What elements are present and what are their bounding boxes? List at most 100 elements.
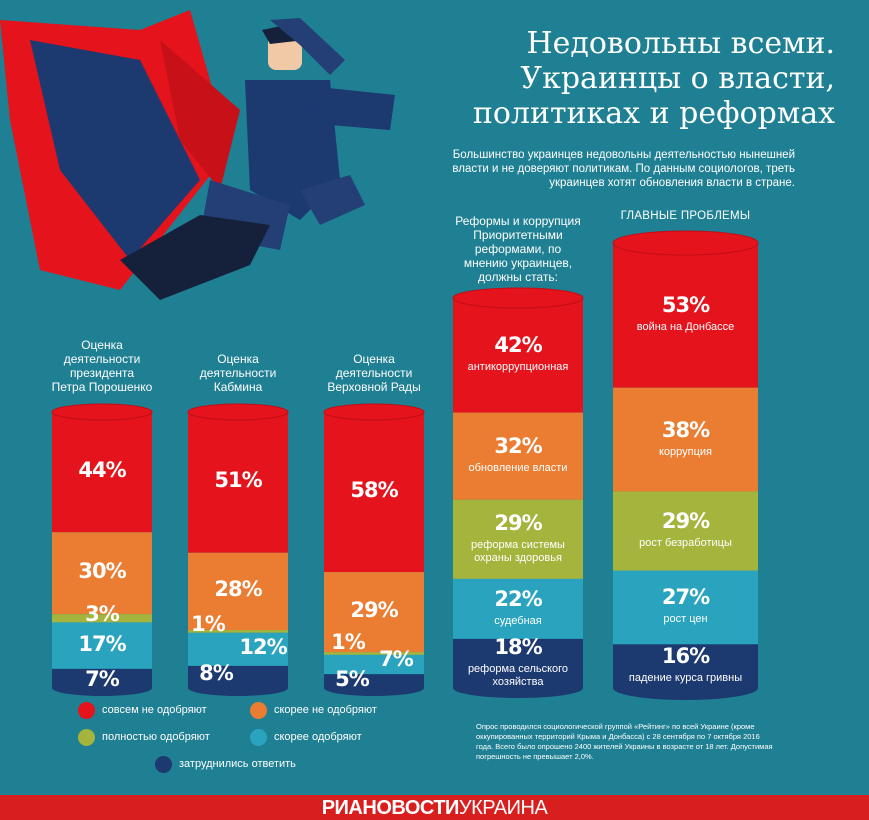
lead-line: украинцев хотят обновления власти в стра… [549,177,795,189]
chart-title: Оценка деятельности президента Петра Пороше… [32,338,172,394]
bar-segment-teal [52,622,152,669]
data-label: 32% [494,434,542,459]
category-label-line: рост безработицы [639,537,732,550]
page-title: Недовольны всеми. Украинцы о власти, пол… [430,26,835,131]
chart-title: Оценка деятельности Верховной Рады [314,352,434,394]
data-label: 29% [661,509,710,534]
brand-light: УКРАИНА [458,797,548,819]
chart-title-line: ГЛАВНЫЕ ПРОБЛЕМЫ [620,210,751,222]
note-line: Опрос проводился социологической группой… [476,722,755,731]
cylinder-top [452,287,584,309]
chart-3 [323,403,425,696]
category-label-line: антикоррупционная [467,361,569,374]
bar-segment-green [188,630,288,633]
legend-label: совсем не одобряют [102,704,207,716]
chart-title-line: реформами, по [474,242,562,256]
category-label: война на Донбассе [611,321,761,334]
chart-title-line: Оценка [217,352,259,366]
cylinder-top [323,403,425,421]
bar-segment-orange [188,552,288,631]
survey-note: Опрос проводился социологической группой… [476,722,816,762]
note-line: погрешность не превышает 2,0%. [476,752,594,761]
bar-segment-red [52,412,152,533]
cylinder-bottom [453,678,583,698]
chart-title-line: Верховной Рады [327,380,421,394]
bar-segment-red [453,298,583,413]
data-label: 7% [85,666,120,691]
bar-segment-red [188,412,288,553]
legend-swatch-navy [155,756,172,773]
title-line: Украинцы о власти, [520,61,835,96]
data-label: 29% [350,598,398,623]
data-label: 38% [661,417,710,442]
title-line: Недовольны всеми. [526,26,835,61]
chart-title-line: президента [69,366,135,380]
bar-segment-teal [613,570,758,645]
data-label: 18% [494,635,542,660]
brand-logo: РИАНОВОСТИУКРАИНА [0,797,869,820]
lead-text: Большинство украинцев недовольны деятель… [415,148,795,190]
brand-bold: РИАНОВОСТИ [321,797,460,819]
footer-band [0,795,869,820]
category-label-line: реформа сельского [467,663,569,676]
data-label: 42% [494,333,542,358]
data-label: 12% [239,635,287,660]
data-label: 5% [335,667,370,692]
bar-segment-orange [613,387,758,492]
chart-1 [51,403,153,696]
data-label: 1% [331,630,366,655]
category-label: рост цен [611,613,761,626]
data-label: 1% [191,612,226,637]
data-label: 17% [78,631,126,656]
legend-label: скорее одобряют [274,731,362,743]
chart-title-line: Реформы и коррупция [455,214,581,228]
legend-swatch-orange [250,702,267,719]
cylinder-bottom [188,680,288,696]
chart-title-line: мнению украинцев, [463,256,573,270]
data-label: 30% [78,559,126,584]
category-label: реформа сельского хозяйства [443,663,593,689]
chart-5 [612,230,759,700]
data-label: 8% [199,660,234,685]
bar-segment-teal [324,654,424,675]
data-label: 16% [661,644,710,669]
lead-line: власти и не доверяют политикам. По данны… [452,163,795,175]
category-label: судебная [443,615,593,628]
note-line: года. Всего было опрошено 2400 жителей У… [476,742,773,751]
category-label-line: судебная [494,614,542,627]
bar-segment-red [324,412,424,573]
legend-label: скорее не одобряют [274,704,377,716]
category-label-line: охраны здоровья [474,552,562,565]
title-line: политиках и реформах [472,96,835,131]
category-label: коррупция [611,446,761,459]
chart-title: Оценка деятельности Кабмина [178,352,298,394]
category-label-line: падение курса гривны [628,672,743,685]
politician-illustration [0,10,395,300]
legend-swatch-red [78,702,95,719]
data-label: 53% [661,293,710,318]
cylinder-top [51,403,153,421]
chart-4 [452,287,584,698]
bar-segment-teal [188,632,288,666]
cylinder-bottom [613,676,758,700]
data-label: 51% [214,468,262,493]
category-label: рост безработицы [611,537,761,550]
bar-segment-orange [453,412,583,500]
chart-title-line: Оценка [81,338,123,352]
category-label-line: рост цен [663,613,708,626]
legend-label: полностью одобряют [102,731,210,743]
category-label-line: война на Донбассе [636,321,735,334]
bar-segment-green [613,491,758,571]
bar-segment-green [453,499,583,579]
data-label: 22% [494,586,542,611]
bar-segment-teal [453,578,583,639]
chart-2 [187,403,289,696]
bar-segment-green [52,614,152,623]
chart-title-line: Петра Порошенко [51,380,153,394]
lead-line: Большинство украинцев недовольны деятель… [452,149,795,161]
category-label-line: коррупция [658,445,713,458]
category-label: реформа системы охраны здоровья [443,539,593,565]
note-line: оккупированных территорий Крыма и Донбас… [476,732,760,741]
